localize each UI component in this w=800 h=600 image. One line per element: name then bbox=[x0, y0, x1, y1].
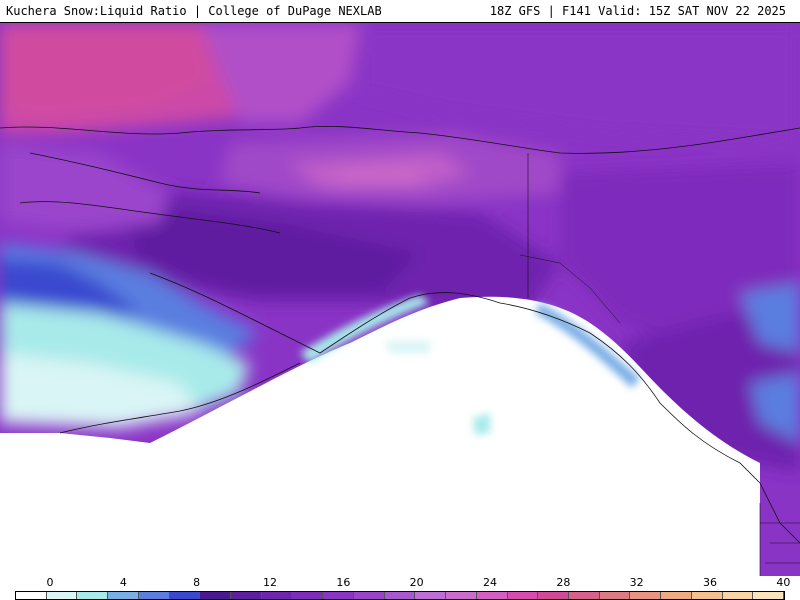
colorbar-tick-label: 8 bbox=[193, 576, 201, 589]
colorbar-tick-label: 4 bbox=[119, 576, 127, 589]
colorbar-swatch bbox=[292, 592, 324, 599]
colorbar-swatch bbox=[353, 592, 385, 599]
coastlines bbox=[0, 125, 800, 576]
colorbar-swatch bbox=[108, 592, 139, 599]
coastal-fringe bbox=[300, 295, 640, 435]
colorbar-swatch bbox=[16, 592, 47, 599]
product-title: Kuchera Snow:Liquid Ratio | College of D… bbox=[6, 4, 382, 18]
colorbar-tick-label: 40 bbox=[776, 576, 791, 589]
colorbar-tick-label: 0 bbox=[46, 576, 54, 589]
colorbar-swatch bbox=[200, 592, 232, 599]
snow-ratio-map bbox=[0, 23, 800, 576]
colorbar-tick-label: 36 bbox=[703, 576, 717, 589]
colorbar-swatch bbox=[568, 592, 600, 599]
colorbar-swatch bbox=[323, 592, 354, 599]
colorbar-swatches bbox=[15, 591, 785, 600]
colorbar-swatch bbox=[599, 592, 631, 599]
run-valid-time: 18Z GFS | F141 Valid: 15Z SAT NOV 22 202… bbox=[489, 4, 786, 18]
ocean-mask bbox=[0, 296, 760, 576]
colorbar-tick-label: 24 bbox=[483, 576, 497, 589]
header-bar: Kuchera Snow:Liquid Ratio | College of D… bbox=[0, 0, 800, 23]
colorbar-swatch bbox=[138, 592, 170, 599]
colorbar-tick-label: 20 bbox=[409, 576, 424, 589]
colorbar-swatch bbox=[384, 592, 416, 599]
colorbar-swatch bbox=[538, 592, 569, 599]
colorbar-tick-label: 28 bbox=[556, 576, 571, 589]
colorbar-swatch bbox=[415, 592, 447, 599]
colorbar-swatch bbox=[722, 592, 754, 599]
colorbar-swatch bbox=[661, 592, 692, 599]
colorbar-swatch bbox=[261, 592, 293, 599]
colorbar-swatch bbox=[46, 592, 78, 599]
colorbar-swatch bbox=[630, 592, 662, 599]
colorbar-swatch bbox=[476, 592, 508, 599]
colorbar-tick-label: 32 bbox=[629, 576, 644, 589]
colorbar: 0 4 8 12 16 20 24 28 32 36 40 bbox=[0, 576, 800, 600]
colorbar-swatch bbox=[691, 592, 723, 599]
colorbar-tick-label: 12 bbox=[263, 576, 277, 589]
colorbar-swatch bbox=[169, 592, 201, 599]
colorbar-swatch bbox=[507, 592, 539, 599]
colorbar-swatch bbox=[446, 592, 477, 599]
colorbar-tick-label: 16 bbox=[336, 576, 351, 589]
ratio-field bbox=[0, 23, 800, 473]
colorbar-swatch bbox=[77, 592, 109, 599]
colorbar-swatch bbox=[231, 592, 262, 599]
colorbar-swatch bbox=[753, 592, 784, 599]
